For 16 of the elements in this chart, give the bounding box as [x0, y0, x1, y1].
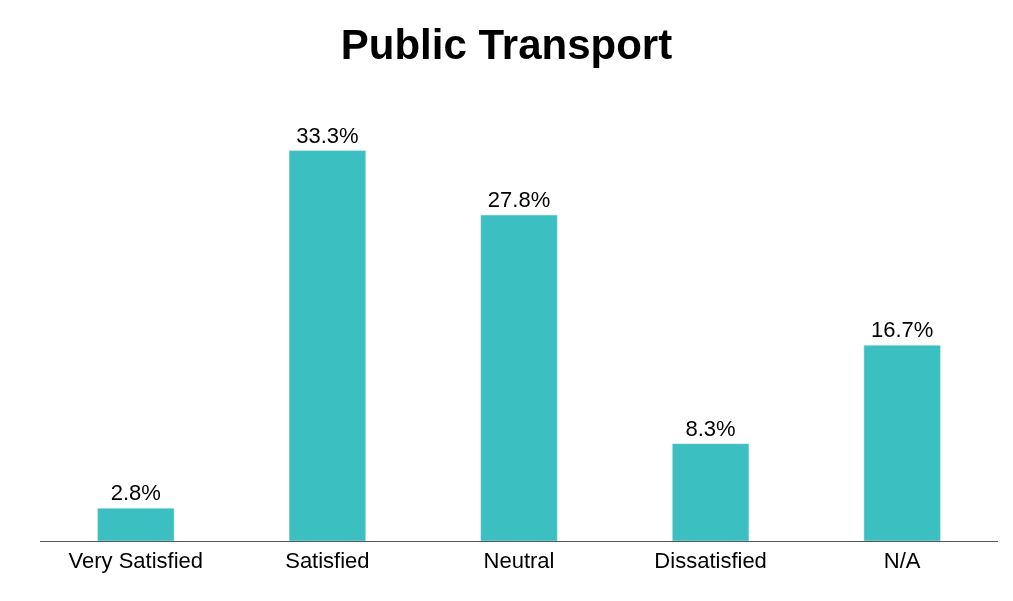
bar	[97, 507, 175, 541]
x-tick-label: Satisfied	[285, 548, 370, 574]
bar	[672, 443, 750, 541]
chart-title: Public Transport	[340, 21, 673, 69]
bar	[863, 344, 941, 541]
data-label: 33.3%	[296, 122, 359, 148]
x-tick-label: Dissatisfied	[654, 548, 767, 574]
data-label: 16.7%	[871, 317, 934, 343]
x-tick-label: Neutral	[483, 548, 555, 574]
bar	[480, 214, 558, 541]
data-label: 8.3%	[685, 415, 736, 441]
data-label: 2.8%	[110, 480, 161, 506]
x-tick-label: Very Satisfied	[68, 548, 204, 574]
bar	[288, 150, 366, 541]
data-label: 27.8%	[487, 187, 551, 213]
x-tick-label: N/A	[883, 548, 921, 574]
